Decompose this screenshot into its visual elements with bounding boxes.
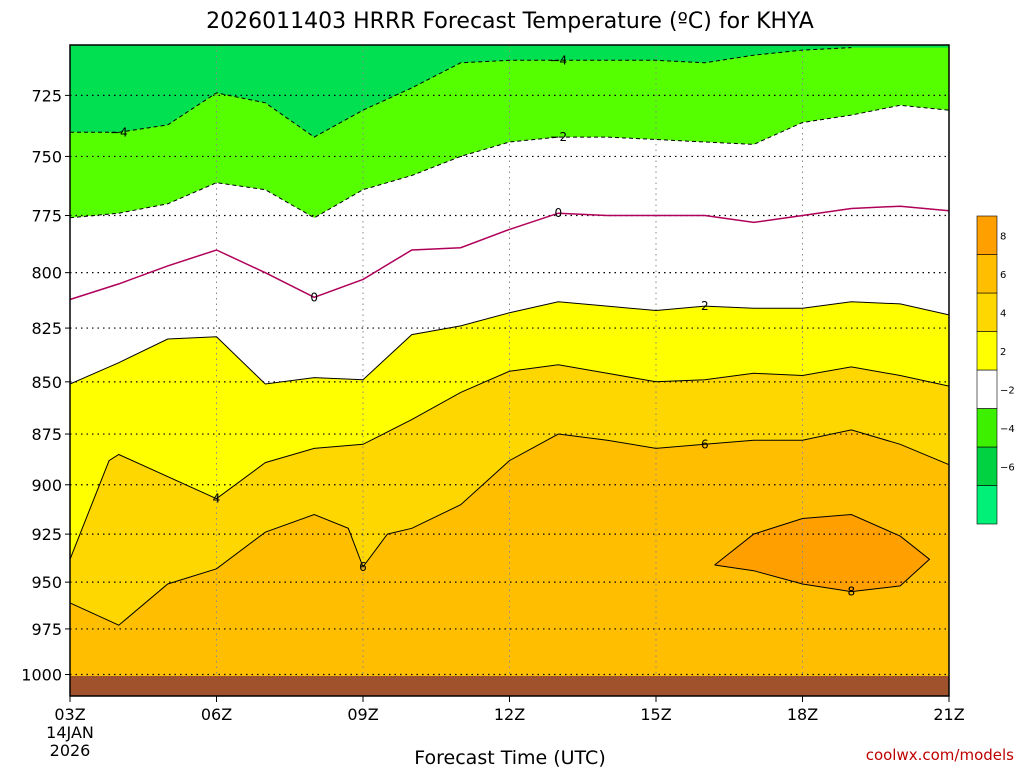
contour-label: 8 [848, 585, 856, 599]
y-tick-label: 950 [31, 573, 62, 592]
contour-lines: 0 0 2 4 6 6 8 −4 −4 −2 [69, 47, 950, 626]
contour-label: −4 [110, 125, 128, 139]
x-tick-label: 12Z [494, 705, 525, 724]
color-legend: −6 −4 −2 2 4 6 8 [976, 215, 1015, 525]
y-axis: 725 750 775 800 825 850 875 900 925 950 975 1000 [21, 86, 70, 685]
y-tick-label: 975 [31, 620, 62, 639]
legend-swatch [976, 254, 998, 294]
x-tick-label: 18Z [787, 705, 818, 724]
legend-label: 4 [1000, 308, 1006, 319]
contour-label: 0 [310, 290, 318, 304]
contour-label: 6 [359, 560, 367, 574]
x-tick-year: 2026 [50, 741, 91, 760]
legend-label: 6 [1000, 270, 1006, 281]
contour-line [69, 301, 950, 385]
contour-label: 2 [701, 299, 709, 313]
legend-swatch [976, 408, 998, 448]
contour-line [69, 104, 950, 219]
legend-swatch [976, 292, 998, 332]
legend-label: 8 [1000, 231, 1006, 242]
contour-label: −2 [549, 130, 567, 144]
contour-line [69, 364, 950, 560]
x-tick-label: 06Z [201, 705, 232, 724]
y-tick-label: 825 [31, 319, 62, 338]
contour-line [69, 205, 950, 301]
y-tick-label: 925 [31, 525, 62, 544]
contour-label: −4 [549, 53, 567, 67]
x-axis-label: Forecast Time (UTC) [414, 747, 605, 768]
legend-label: −2 [1000, 385, 1015, 396]
y-tick-label: 900 [31, 476, 62, 495]
contour-line [69, 429, 950, 626]
credit-link[interactable]: coolwx.com/models [866, 746, 1014, 764]
x-tick-label: 21Z [933, 705, 964, 724]
x-tick-date: 14JAN [46, 723, 94, 742]
chart-title: 2026011403 HRRR Forecast Temperature (ºC… [206, 9, 814, 34]
legend-swatch [976, 485, 998, 525]
contour-label: 0 [555, 206, 563, 220]
y-tick-label: 775 [31, 206, 62, 225]
y-tick-label: 800 [31, 264, 62, 283]
legend-label: −4 [1000, 424, 1015, 435]
x-tick-label: 15Z [640, 705, 671, 724]
y-tick-label: 725 [31, 86, 62, 105]
y-tick-label: 1000 [21, 666, 62, 685]
x-tick-label: 09Z [347, 705, 378, 724]
y-tick-label: 850 [31, 373, 62, 392]
band-8-plus [714, 514, 930, 592]
contour-label: 6 [701, 437, 709, 451]
legend-swatch [976, 446, 998, 486]
legend-label: −6 [1000, 462, 1015, 473]
legend-swatch [976, 369, 998, 409]
contour-line [714, 513, 931, 593]
y-tick-label: 750 [31, 147, 62, 166]
surface-ground [70, 676, 949, 696]
contour-label: 4 [213, 492, 221, 506]
plot-area: 0 0 2 4 6 6 8 −4 −4 −2 [69, 44, 950, 697]
contour-line [70, 47, 852, 138]
legend-swatch [976, 331, 998, 371]
x-tick-label: 03Z [54, 705, 85, 724]
legend-label: 2 [1000, 347, 1006, 358]
y-tick-label: 875 [31, 425, 62, 444]
legend-swatch [976, 215, 998, 255]
